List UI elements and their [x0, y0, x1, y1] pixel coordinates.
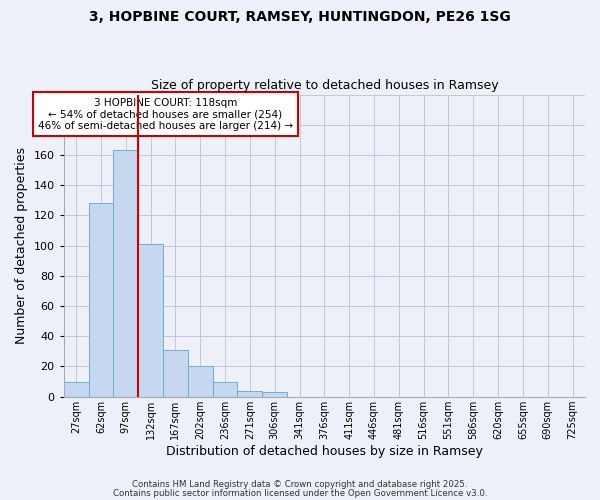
Text: Contains HM Land Registry data © Crown copyright and database right 2025.: Contains HM Land Registry data © Crown c…: [132, 480, 468, 489]
X-axis label: Distribution of detached houses by size in Ramsey: Distribution of detached houses by size …: [166, 444, 483, 458]
Text: Contains public sector information licensed under the Open Government Licence v3: Contains public sector information licen…: [113, 490, 487, 498]
Bar: [64, 382, 89, 396]
Y-axis label: Number of detached properties: Number of detached properties: [15, 147, 28, 344]
Title: Size of property relative to detached houses in Ramsey: Size of property relative to detached ho…: [151, 79, 498, 92]
Bar: [163, 350, 188, 397]
Bar: [262, 392, 287, 396]
Text: 3, HOPBINE COURT, RAMSEY, HUNTINGDON, PE26 1SG: 3, HOPBINE COURT, RAMSEY, HUNTINGDON, PE…: [89, 10, 511, 24]
Bar: [238, 390, 262, 396]
Bar: [188, 366, 212, 396]
Bar: [89, 204, 113, 396]
Text: 3 HOPBINE COURT: 118sqm
← 54% of detached houses are smaller (254)
46% of semi-d: 3 HOPBINE COURT: 118sqm ← 54% of detache…: [38, 98, 293, 131]
Bar: [138, 244, 163, 396]
Bar: [113, 150, 138, 396]
Bar: [212, 382, 238, 396]
